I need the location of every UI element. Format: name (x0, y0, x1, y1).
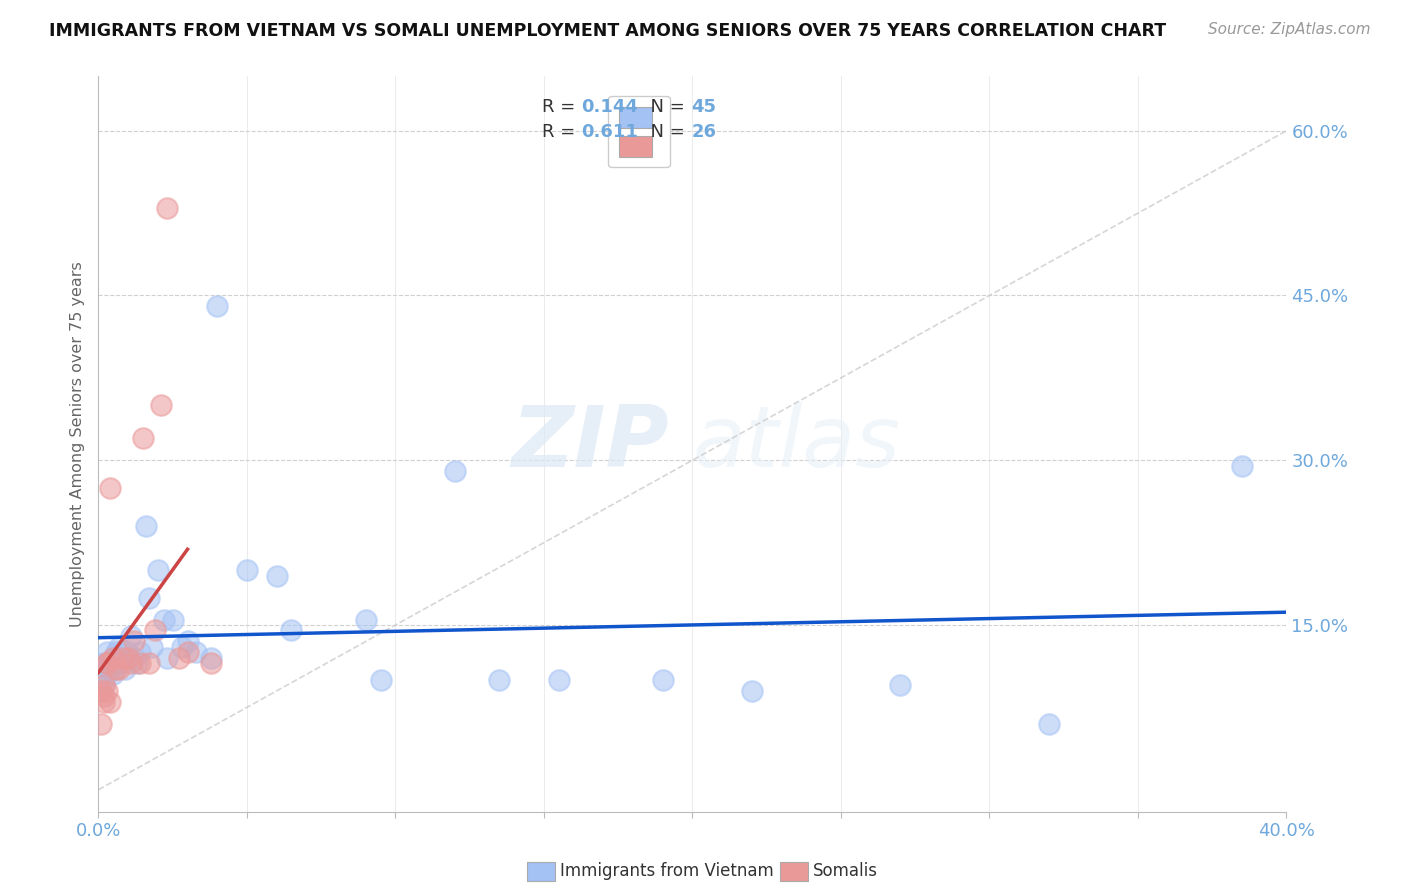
Point (146, 563, 169, 577)
Point (111, 651, 134, 665)
Text: 45: 45 (692, 98, 716, 116)
Point (96, 657, 118, 671)
Point (117, 645, 139, 659)
Point (152, 613, 174, 627)
Point (651, 673, 673, 687)
Text: 0.611: 0.611 (581, 123, 638, 142)
Point (93, 657, 115, 671)
Point (90, 716, 112, 731)
Text: 0.144: 0.144 (581, 98, 638, 116)
Point (122, 634, 145, 648)
Point (370, 673, 392, 687)
Point (138, 657, 160, 671)
Text: R =: R = (541, 98, 581, 116)
Point (129, 657, 152, 671)
Point (236, 563, 259, 577)
Point (162, 613, 184, 627)
Point (132, 431, 155, 445)
Text: Source: ZipAtlas.com: Source: ZipAtlas.com (1208, 22, 1371, 37)
Point (280, 624, 302, 638)
Point (443, 464, 465, 478)
Point (90, 673, 112, 687)
Point (96, 667, 118, 681)
Point (1230, 458, 1253, 473)
Point (93, 678, 115, 692)
Text: Somalis: Somalis (813, 863, 877, 880)
Point (129, 645, 152, 659)
Point (156, 201, 179, 215)
Point (120, 657, 142, 671)
Point (156, 651, 179, 665)
Point (354, 613, 377, 627)
Point (176, 634, 198, 648)
Point (93, 690, 115, 704)
Point (117, 651, 139, 665)
Text: Immigrants from Vietnam: Immigrants from Vietnam (560, 863, 773, 880)
Point (108, 662, 131, 676)
Text: N =: N = (638, 123, 690, 142)
Point (98, 481, 121, 495)
Point (98, 695, 121, 709)
Point (200, 657, 222, 671)
Y-axis label: Unemployment Among Seniors over 75 years: Unemployment Among Seniors over 75 years (70, 260, 86, 627)
Point (96, 645, 118, 659)
Text: atlas: atlas (692, 402, 900, 485)
Point (96, 657, 118, 671)
Point (889, 678, 911, 692)
Point (93, 695, 115, 709)
Point (93, 678, 115, 692)
Point (138, 591, 160, 605)
Point (105, 645, 128, 659)
Point (143, 624, 166, 638)
Point (200, 651, 222, 665)
Text: 26: 26 (692, 123, 716, 142)
Text: ZIP: ZIP (510, 402, 669, 485)
Point (186, 645, 208, 659)
Point (120, 629, 142, 643)
Point (105, 662, 128, 676)
Point (1038, 716, 1060, 731)
Point (108, 640, 131, 654)
Point (176, 645, 198, 659)
Point (125, 657, 148, 671)
Point (103, 651, 125, 665)
Point (114, 662, 136, 676)
Point (141, 640, 163, 654)
Legend: , : , (609, 95, 669, 168)
Point (547, 673, 569, 687)
Point (488, 673, 510, 687)
Text: N =: N = (638, 98, 690, 116)
Point (266, 568, 288, 582)
Point (111, 651, 134, 665)
Point (96, 657, 118, 671)
Point (103, 667, 125, 681)
Point (98, 657, 121, 671)
Point (149, 398, 172, 412)
Point (167, 651, 190, 665)
Text: IMMIGRANTS FROM VIETNAM VS SOMALI UNEMPLOYMENT AMONG SENIORS OVER 75 YEARS CORRE: IMMIGRANTS FROM VIETNAM VS SOMALI UNEMPL… (49, 22, 1167, 40)
Point (122, 651, 145, 665)
Point (741, 684, 763, 698)
Point (170, 640, 193, 654)
Point (108, 657, 131, 671)
Point (98, 662, 121, 676)
Point (205, 300, 228, 314)
Point (135, 519, 157, 533)
Point (96, 684, 118, 698)
Point (103, 651, 125, 665)
Point (90, 684, 112, 698)
Text: R =: R = (541, 123, 581, 142)
